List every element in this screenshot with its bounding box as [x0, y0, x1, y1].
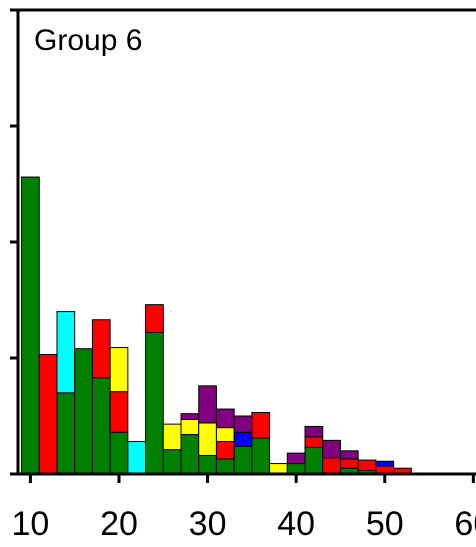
- bar-segment: [109, 391, 129, 433]
- bar-segment: [339, 458, 359, 469]
- bar-segment: [215, 441, 235, 460]
- bar-segment: [198, 454, 217, 475]
- bar-segment: [74, 348, 93, 475]
- bar-segment: [198, 385, 217, 424]
- bar-segment: [233, 415, 253, 433]
- bar-segment: [109, 431, 129, 475]
- bar-segment: [233, 431, 253, 447]
- bar-segment: [145, 331, 164, 475]
- x-tick-label: 40: [277, 505, 315, 543]
- bar-segment: [251, 437, 271, 475]
- x-tick-label: 10: [11, 505, 49, 543]
- bar-segment: [286, 463, 306, 475]
- bar-segment: [304, 425, 324, 438]
- bar-segment: [91, 319, 111, 379]
- bar-segment: [286, 452, 306, 465]
- bar-segment: [91, 377, 111, 475]
- bar-segment: [145, 304, 164, 333]
- bar-segment: [56, 311, 76, 394]
- bar-segment: [21, 176, 40, 475]
- bar-segment: [215, 458, 235, 475]
- bar-segment: [304, 446, 324, 475]
- bar-segment: [162, 423, 182, 451]
- chart-title: Group 6: [34, 24, 142, 57]
- bar-segment: [233, 445, 253, 475]
- bar-segment: [180, 434, 200, 475]
- x-tick-label: 60: [454, 505, 476, 543]
- bar-segment: [38, 354, 58, 475]
- bar-segment: [304, 436, 324, 448]
- x-tick-label: 50: [366, 505, 404, 543]
- bar-segment: [357, 459, 377, 472]
- bar-segment: [339, 450, 359, 460]
- bar-segment: [56, 392, 76, 475]
- bar-segment: [375, 460, 395, 467]
- bar-segment: [322, 439, 341, 459]
- bar-segment: [251, 412, 271, 439]
- bar-segment: [269, 463, 288, 475]
- x-tick-label: 30: [189, 505, 227, 543]
- bar-segment: [322, 457, 341, 475]
- bar-segment: [162, 449, 182, 475]
- bar-segment: [198, 422, 217, 456]
- bar-segment: [180, 413, 200, 420]
- bar-segment: [109, 347, 129, 393]
- x-tick-label: 20: [100, 505, 138, 543]
- bar-segment: [180, 418, 200, 436]
- bar-segment: [215, 408, 235, 429]
- bar-segment: [215, 427, 235, 443]
- bar-segment: [127, 441, 147, 475]
